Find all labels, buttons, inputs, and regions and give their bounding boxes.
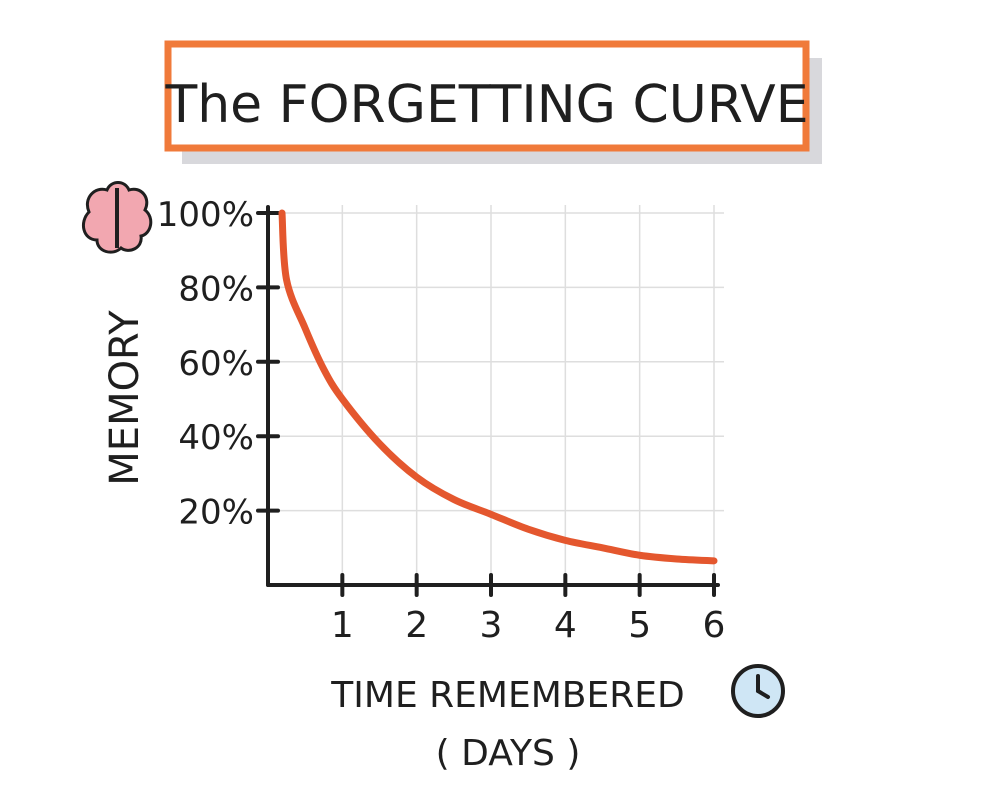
- x-axis-unit: ( DAYS ): [436, 733, 581, 774]
- x-tick-label: 3: [480, 605, 503, 646]
- x-tick-label: 1: [331, 605, 354, 646]
- grid: [268, 205, 724, 585]
- x-axis-label: TIME REMEMBERED: [330, 675, 684, 716]
- y-tick-label: 80%: [178, 269, 254, 309]
- x-tick-label: 6: [703, 605, 726, 646]
- y-axis-label: MEMORY: [102, 310, 148, 486]
- x-tick-label: 2: [405, 605, 428, 646]
- y-tick-label: 40%: [178, 418, 254, 458]
- axes: [266, 205, 720, 587]
- brain-icon: [81, 181, 153, 254]
- y-tick-label: 20%: [178, 493, 254, 533]
- x-ticks: 1 2 3 4 5 6: [331, 573, 726, 646]
- title-box: The FORGETTING CURVE: [164, 40, 822, 164]
- clock-icon: [731, 664, 785, 718]
- y-tick-label: 60%: [178, 344, 254, 384]
- y-tick-label: 100%: [157, 195, 254, 235]
- y-ticks: 20% 40% 60% 80% 100%: [157, 195, 280, 533]
- title-border: [164, 40, 810, 152]
- chart-title: The FORGETTING CURVE: [164, 75, 808, 135]
- x-tick-label: 4: [554, 605, 577, 646]
- x-tick-label: 5: [628, 605, 651, 646]
- series: [278, 209, 718, 565]
- forgetting-curve-line: [278, 209, 718, 565]
